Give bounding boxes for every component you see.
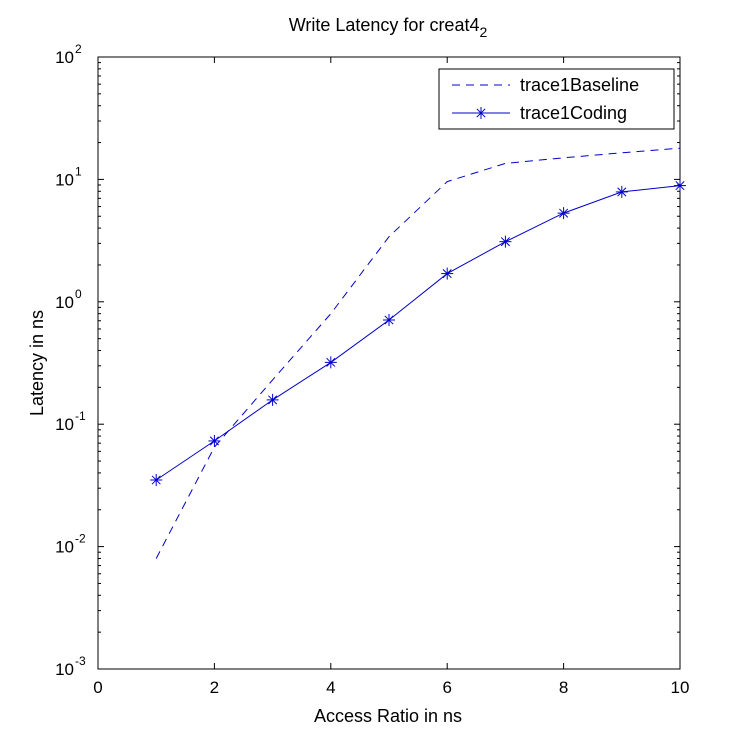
x-axis-label: Access Ratio in ns (314, 706, 462, 726)
data-point-trace1coding (674, 179, 686, 192)
chart-title-subscript: 2 (479, 24, 487, 40)
legend-marker-trace1coding (475, 107, 487, 119)
legend-box (438, 68, 675, 130)
series-layer (150, 147, 686, 559)
y-tick-exponent: -3 (75, 654, 86, 668)
series-line-trace1coding (155, 185, 681, 481)
data-point-trace1coding (557, 207, 570, 220)
x-tick-label: 10 (671, 678, 690, 697)
x-tick-label: 2 (210, 678, 219, 697)
y-tick-label: 10 (55, 293, 74, 312)
x-tick-label: 4 (326, 678, 335, 697)
x-axis-ticks: 0 2 4 6 8 10 (93, 57, 689, 697)
y-tick-label: 10 (55, 48, 74, 67)
y-tick-exponent: 1 (75, 164, 82, 178)
y-tick-exponent: 0 (75, 287, 82, 301)
data-point-trace1coding (441, 267, 454, 280)
data-point-trace1coding (615, 185, 628, 198)
y-tick-label: 10 (55, 538, 74, 557)
chart-title: Write Latency for creat42 (289, 15, 488, 40)
plot-area (97, 56, 681, 670)
y-axis-label: Latency in ns (27, 310, 47, 416)
series-line-trace1baseline (155, 147, 681, 559)
data-point-trace1coding (383, 314, 395, 327)
x-tick-label: 6 (442, 678, 451, 697)
y-tick-exponent: -2 (75, 532, 86, 546)
data-point-trace1coding (208, 434, 221, 447)
legend: trace1Baseline trace1Coding (438, 68, 675, 130)
y-tick-label: 10 (55, 660, 74, 679)
y-tick-exponent: 2 (75, 42, 82, 56)
data-point-trace1coding (499, 235, 512, 248)
x-tick-label: 0 (93, 678, 102, 697)
y-tick-exponent: -1 (75, 409, 86, 423)
y-tick-label: 10 (55, 170, 74, 189)
legend-label-trace1coding: trace1Coding (520, 103, 627, 123)
x-tick-label: 8 (559, 678, 568, 697)
y-tick-label: 10 (55, 415, 74, 434)
data-point-trace1coding (150, 474, 163, 487)
data-point-trace1coding (266, 393, 279, 406)
legend-label-trace1baseline: trace1Baseline (520, 75, 639, 95)
data-point-trace1coding (324, 356, 337, 369)
